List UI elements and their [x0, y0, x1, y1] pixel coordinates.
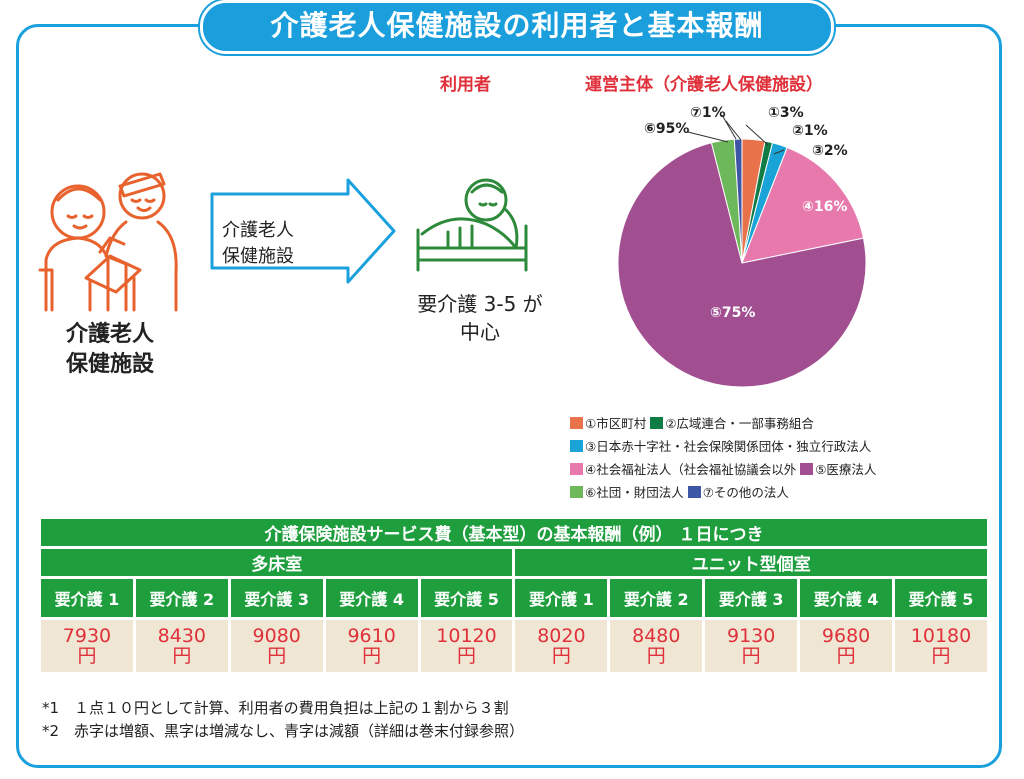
fee-unit: 円	[77, 645, 97, 667]
legend-entry-5: ⑤医療法人	[815, 462, 877, 477]
legend-row: ③日本赤十字社・社会保険関係団体・独立行政法人	[570, 435, 876, 458]
fee-value-cell: 7930 円	[41, 620, 133, 672]
fee-value: 8480	[632, 625, 681, 647]
legend-swatch-4	[570, 463, 583, 475]
fee-unit: 円	[836, 645, 856, 667]
fee-value-cell: 8020 円	[515, 620, 608, 672]
fee-value: 10180	[910, 625, 972, 647]
arrow-text-line2: 保健施設	[222, 246, 294, 267]
fee-value: 9130	[727, 625, 776, 647]
footnote-1: *1 １点１０円として計算、利用者の費用負担は上記の１割から３割	[42, 699, 509, 717]
legend-row: ④社会福祉法人（社会福祉協議会以外 ⑤医療法人	[570, 458, 876, 481]
care-level-header: 要介護 5	[420, 579, 513, 617]
care-level-line2: 中心	[460, 320, 500, 344]
care-level-header: 要介護 5	[895, 579, 987, 617]
fee-value: 9080	[252, 625, 301, 647]
legend-swatch-2	[650, 417, 664, 429]
fee-value: 7930	[62, 625, 112, 647]
pie-slice-4	[741, 146, 865, 264]
fee-table-title: 介護保険施設サービス費（基本型）の基本報酬（例） １日につき	[41, 519, 987, 546]
fee-value-cell: 9680 円	[800, 620, 893, 672]
fee-unit: 円	[172, 645, 192, 667]
facility-label: 介護老人 保健施設	[40, 320, 180, 380]
pie-legend: ①市区町村 ②広域連合・一部事務組合 ③日本赤十字社・社会保険関係団体・独立行政法…	[570, 412, 876, 504]
fee-value-cell: 8480 円	[610, 620, 703, 672]
care-level-header: 要介護 3	[705, 579, 798, 617]
fee-value-cell: 10180 円	[895, 620, 987, 672]
fee-unit: 円	[551, 645, 571, 667]
pie-slice-label-1: ①3%	[768, 105, 804, 121]
legend-entry-6: ⑥社団・財団法人	[585, 485, 684, 500]
pie-slice-7	[733, 138, 743, 264]
basic-fee-table: 介護保険施設サービス費（基本型）の基本報酬（例） １日につき 多床室 ユニット型…	[38, 516, 990, 675]
legend-entry-2: ②広域連合・一部事務組合	[665, 416, 814, 431]
legend-entry-3: ③日本赤十字社・社会保険関係団体・独立行政法人	[585, 439, 872, 454]
fee-value: 8430	[157, 625, 207, 647]
legend-entry-7: ⑦その他の法人	[702, 485, 789, 500]
fee-unit: 円	[741, 645, 761, 667]
fee-unit: 円	[267, 645, 287, 667]
care-level-line1: 要介護 3-5 が	[417, 292, 543, 316]
pie-slice-label-7: ⑦1%	[690, 105, 726, 121]
fee-value: 9680	[821, 625, 871, 647]
fee-unit: 円	[931, 645, 951, 667]
legend-swatch-7	[687, 486, 701, 498]
arrow-right-icon	[210, 178, 396, 284]
legend-row: ⑥社団・財団法人 ⑦その他の法人	[570, 481, 876, 504]
fee-value-cell: 8430 円	[135, 620, 228, 672]
legend-entry-1: ①市区町村	[585, 416, 647, 431]
fee-unit: 円	[362, 645, 382, 667]
fee-value: 10120	[436, 625, 497, 647]
group-header-unit-private: ユニット型個室	[515, 549, 987, 576]
page-title: 介護老人保健施設の利用者と基本報酬	[200, 0, 834, 54]
pie-slice-label-3: ③2%	[812, 143, 848, 159]
pie-slice-label-4: ④16%	[802, 199, 847, 215]
bedridden-elder-illustration-icon	[416, 178, 528, 272]
legend-swatch-6	[570, 486, 583, 498]
legend-row: ①市区町村 ②広域連合・一部事務組合	[570, 412, 876, 435]
fee-value-cell: 9610 円	[325, 620, 418, 672]
pie-slice-label-5: ⑤75%	[710, 305, 755, 321]
operator-pie-chart: ①3% ②1% ③2% ④16% ⑤75% ⑥95%⑦1%	[617, 105, 867, 388]
facility-label-line2: 保健施設	[65, 352, 154, 377]
facility-label-line1: 介護老人	[65, 322, 154, 347]
footnote-2: *2 赤字は増額、黒字は増減なし、青字は減額（詳細は巻末付録参照）	[42, 722, 525, 740]
care-level-text: 要介護 3-5 が 中心	[400, 290, 560, 346]
care-level-header: 要介護 1	[515, 579, 608, 617]
arrow-text-line1: 介護老人	[222, 220, 294, 241]
fee-value-cell: 9080 円	[230, 620, 323, 672]
care-level-header: 要介護 4	[325, 579, 418, 617]
users-heading: 利用者	[440, 75, 491, 95]
care-level-header: 要介護 4	[800, 579, 893, 617]
operator-heading: 運営主体（介護老人保健施設）	[585, 75, 823, 95]
arrow-text: 介護老人 保健施設	[222, 218, 294, 270]
pie-slice-5	[617, 142, 867, 388]
pie-slice-label-6: ⑥95%	[644, 121, 689, 137]
care-level-header: 要介護 3	[230, 579, 323, 617]
care-level-header: 要介護 1	[41, 579, 133, 617]
fee-value-cell: 9130 円	[705, 620, 798, 672]
fee-value-cell: 10120 円	[420, 620, 513, 672]
legend-swatch-1	[570, 417, 583, 429]
care-level-header: 要介護 2	[610, 579, 703, 617]
fee-value: 9610	[347, 625, 396, 647]
footnotes: *1 １点１０円として計算、利用者の費用負担は上記の１割から３割 *2 赤字は増…	[42, 697, 524, 743]
fee-value: 8020	[537, 625, 586, 647]
caregiver-elder-illustration-icon	[38, 172, 178, 312]
fee-unit: 円	[646, 645, 666, 667]
care-level-header: 要介護 2	[135, 579, 228, 617]
legend-entry-4: ④社会福祉法人（社会福祉協議会以外	[585, 462, 797, 477]
legend-swatch-3	[570, 440, 583, 452]
fee-unit: 円	[457, 645, 477, 667]
group-header-multi-bed: 多床室	[41, 549, 513, 576]
legend-swatch-5	[800, 463, 814, 475]
pie-slice-label-2: ②1%	[792, 123, 828, 139]
